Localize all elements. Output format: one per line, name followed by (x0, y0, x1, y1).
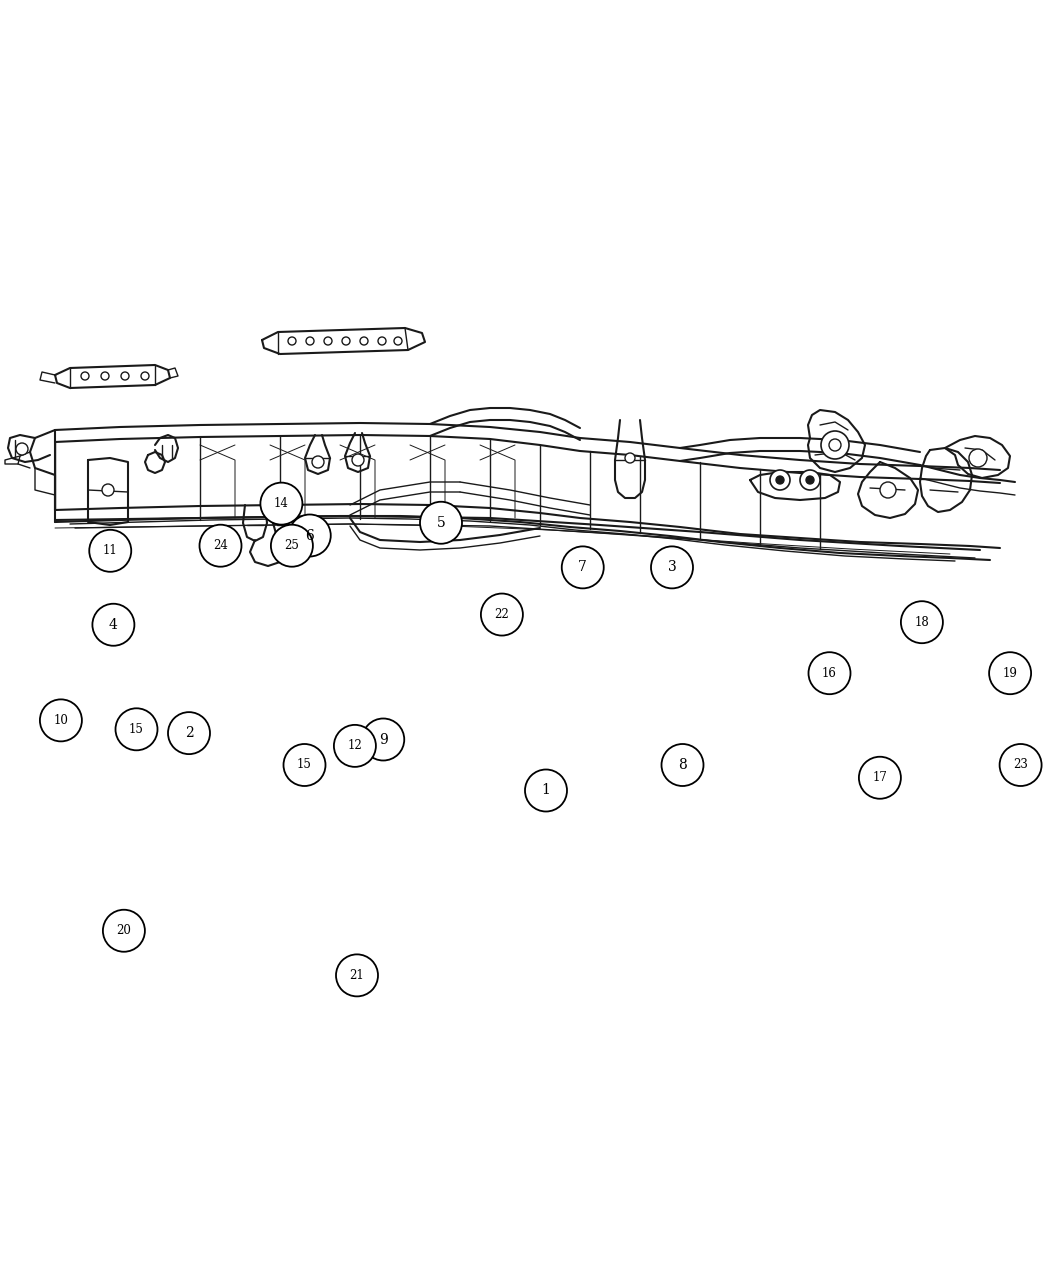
Circle shape (334, 725, 376, 766)
Circle shape (800, 470, 820, 490)
Text: 11: 11 (103, 544, 118, 557)
Circle shape (821, 431, 849, 459)
Circle shape (806, 476, 814, 484)
Circle shape (284, 745, 326, 785)
Circle shape (260, 483, 302, 524)
Circle shape (770, 470, 790, 490)
Circle shape (200, 525, 242, 566)
Circle shape (324, 337, 332, 346)
Circle shape (141, 372, 149, 380)
Circle shape (289, 515, 331, 556)
Circle shape (306, 337, 314, 346)
Text: 10: 10 (54, 714, 68, 727)
Circle shape (360, 337, 368, 346)
Text: 19: 19 (1003, 667, 1017, 680)
Text: 2: 2 (185, 727, 193, 739)
Circle shape (525, 770, 567, 811)
Text: 7: 7 (579, 561, 587, 574)
Circle shape (989, 653, 1031, 694)
Circle shape (352, 454, 364, 465)
Text: 15: 15 (297, 759, 312, 771)
Text: 16: 16 (822, 667, 837, 680)
Circle shape (420, 502, 462, 543)
Text: 17: 17 (873, 771, 887, 784)
Text: 24: 24 (213, 539, 228, 552)
Circle shape (394, 337, 402, 346)
Circle shape (16, 442, 28, 455)
Text: 14: 14 (274, 497, 289, 510)
Circle shape (625, 453, 635, 463)
Circle shape (92, 604, 134, 645)
Circle shape (288, 337, 296, 346)
Circle shape (116, 709, 158, 750)
Circle shape (81, 372, 89, 380)
Circle shape (662, 745, 704, 785)
Circle shape (481, 594, 523, 635)
Text: 1: 1 (542, 784, 550, 797)
Text: 3: 3 (668, 561, 676, 574)
Circle shape (89, 530, 131, 571)
Circle shape (830, 439, 841, 451)
Circle shape (362, 719, 404, 760)
Circle shape (271, 525, 313, 566)
Text: 4: 4 (109, 618, 118, 631)
Circle shape (121, 372, 129, 380)
Text: 15: 15 (129, 723, 144, 736)
Text: 25: 25 (285, 539, 299, 552)
Text: 20: 20 (117, 924, 131, 937)
Text: 12: 12 (348, 740, 362, 752)
Circle shape (103, 910, 145, 951)
Text: 22: 22 (495, 608, 509, 621)
Circle shape (808, 653, 850, 694)
Circle shape (776, 476, 784, 484)
Text: 5: 5 (437, 516, 445, 529)
Circle shape (1000, 745, 1042, 785)
Circle shape (336, 955, 378, 996)
Text: 18: 18 (915, 616, 929, 629)
Circle shape (880, 482, 896, 499)
Circle shape (168, 713, 210, 754)
Text: 21: 21 (350, 969, 364, 982)
Circle shape (101, 372, 109, 380)
Circle shape (562, 547, 604, 588)
Circle shape (651, 547, 693, 588)
Circle shape (312, 456, 324, 468)
Circle shape (859, 757, 901, 798)
Text: 23: 23 (1013, 759, 1028, 771)
Text: 9: 9 (379, 733, 387, 746)
Circle shape (102, 484, 114, 496)
Circle shape (969, 449, 987, 467)
Text: 8: 8 (678, 759, 687, 771)
Circle shape (342, 337, 350, 346)
Circle shape (378, 337, 386, 346)
Circle shape (40, 700, 82, 741)
Text: 6: 6 (306, 529, 314, 542)
Circle shape (901, 602, 943, 643)
